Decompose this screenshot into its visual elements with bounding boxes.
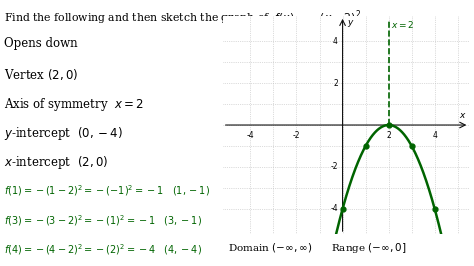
Text: $y$-intercept  $(0,-4)$: $y$-intercept $(0,-4)$	[4, 125, 123, 142]
Text: 2: 2	[386, 131, 391, 140]
Text: $x$: $x$	[459, 111, 467, 120]
Text: Find the following and then sketch the graph of  $f(x) = -(x-2)^2$: Find the following and then sketch the g…	[4, 8, 362, 27]
Text: Axis of symmetry  $x = 2$: Axis of symmetry $x = 2$	[4, 96, 145, 113]
Text: 2: 2	[333, 78, 338, 88]
Text: $x=2$: $x=2$	[391, 19, 414, 30]
Text: -4: -4	[330, 204, 338, 213]
Text: $y$: $y$	[347, 18, 355, 29]
Text: 4: 4	[333, 37, 338, 46]
Text: Opens down: Opens down	[4, 37, 78, 50]
Text: Vertex $(2, 0)$: Vertex $(2, 0)$	[4, 66, 79, 81]
Text: Domain $(-\infty, \infty)$      Range $(-\infty, 0]$: Domain $(-\infty, \infty)$ Range $(-\inf…	[228, 241, 406, 255]
Text: 4: 4	[432, 131, 437, 140]
Text: -2: -2	[330, 163, 338, 172]
Text: $f(4)=-(4-2)^2=-(2)^2=-4$   $(4,-4)$: $f(4)=-(4-2)^2=-(2)^2=-4$ $(4,-4)$	[4, 242, 202, 257]
Text: -2: -2	[293, 131, 300, 140]
Text: $x$-intercept  $(2,0)$: $x$-intercept $(2,0)$	[4, 154, 109, 171]
Text: -4: -4	[246, 131, 254, 140]
Text: $f(3)=-(3-2)^2=-(1)^2=-1$   $(3,-1)$: $f(3)=-(3-2)^2=-(1)^2=-1$ $(3,-1)$	[4, 213, 202, 228]
Text: $f(1)=-(1-2)^2=-(-1)^2=-1$   $(1,-1)$: $f(1)=-(1-2)^2=-(-1)^2=-1$ $(1,-1)$	[4, 184, 210, 198]
